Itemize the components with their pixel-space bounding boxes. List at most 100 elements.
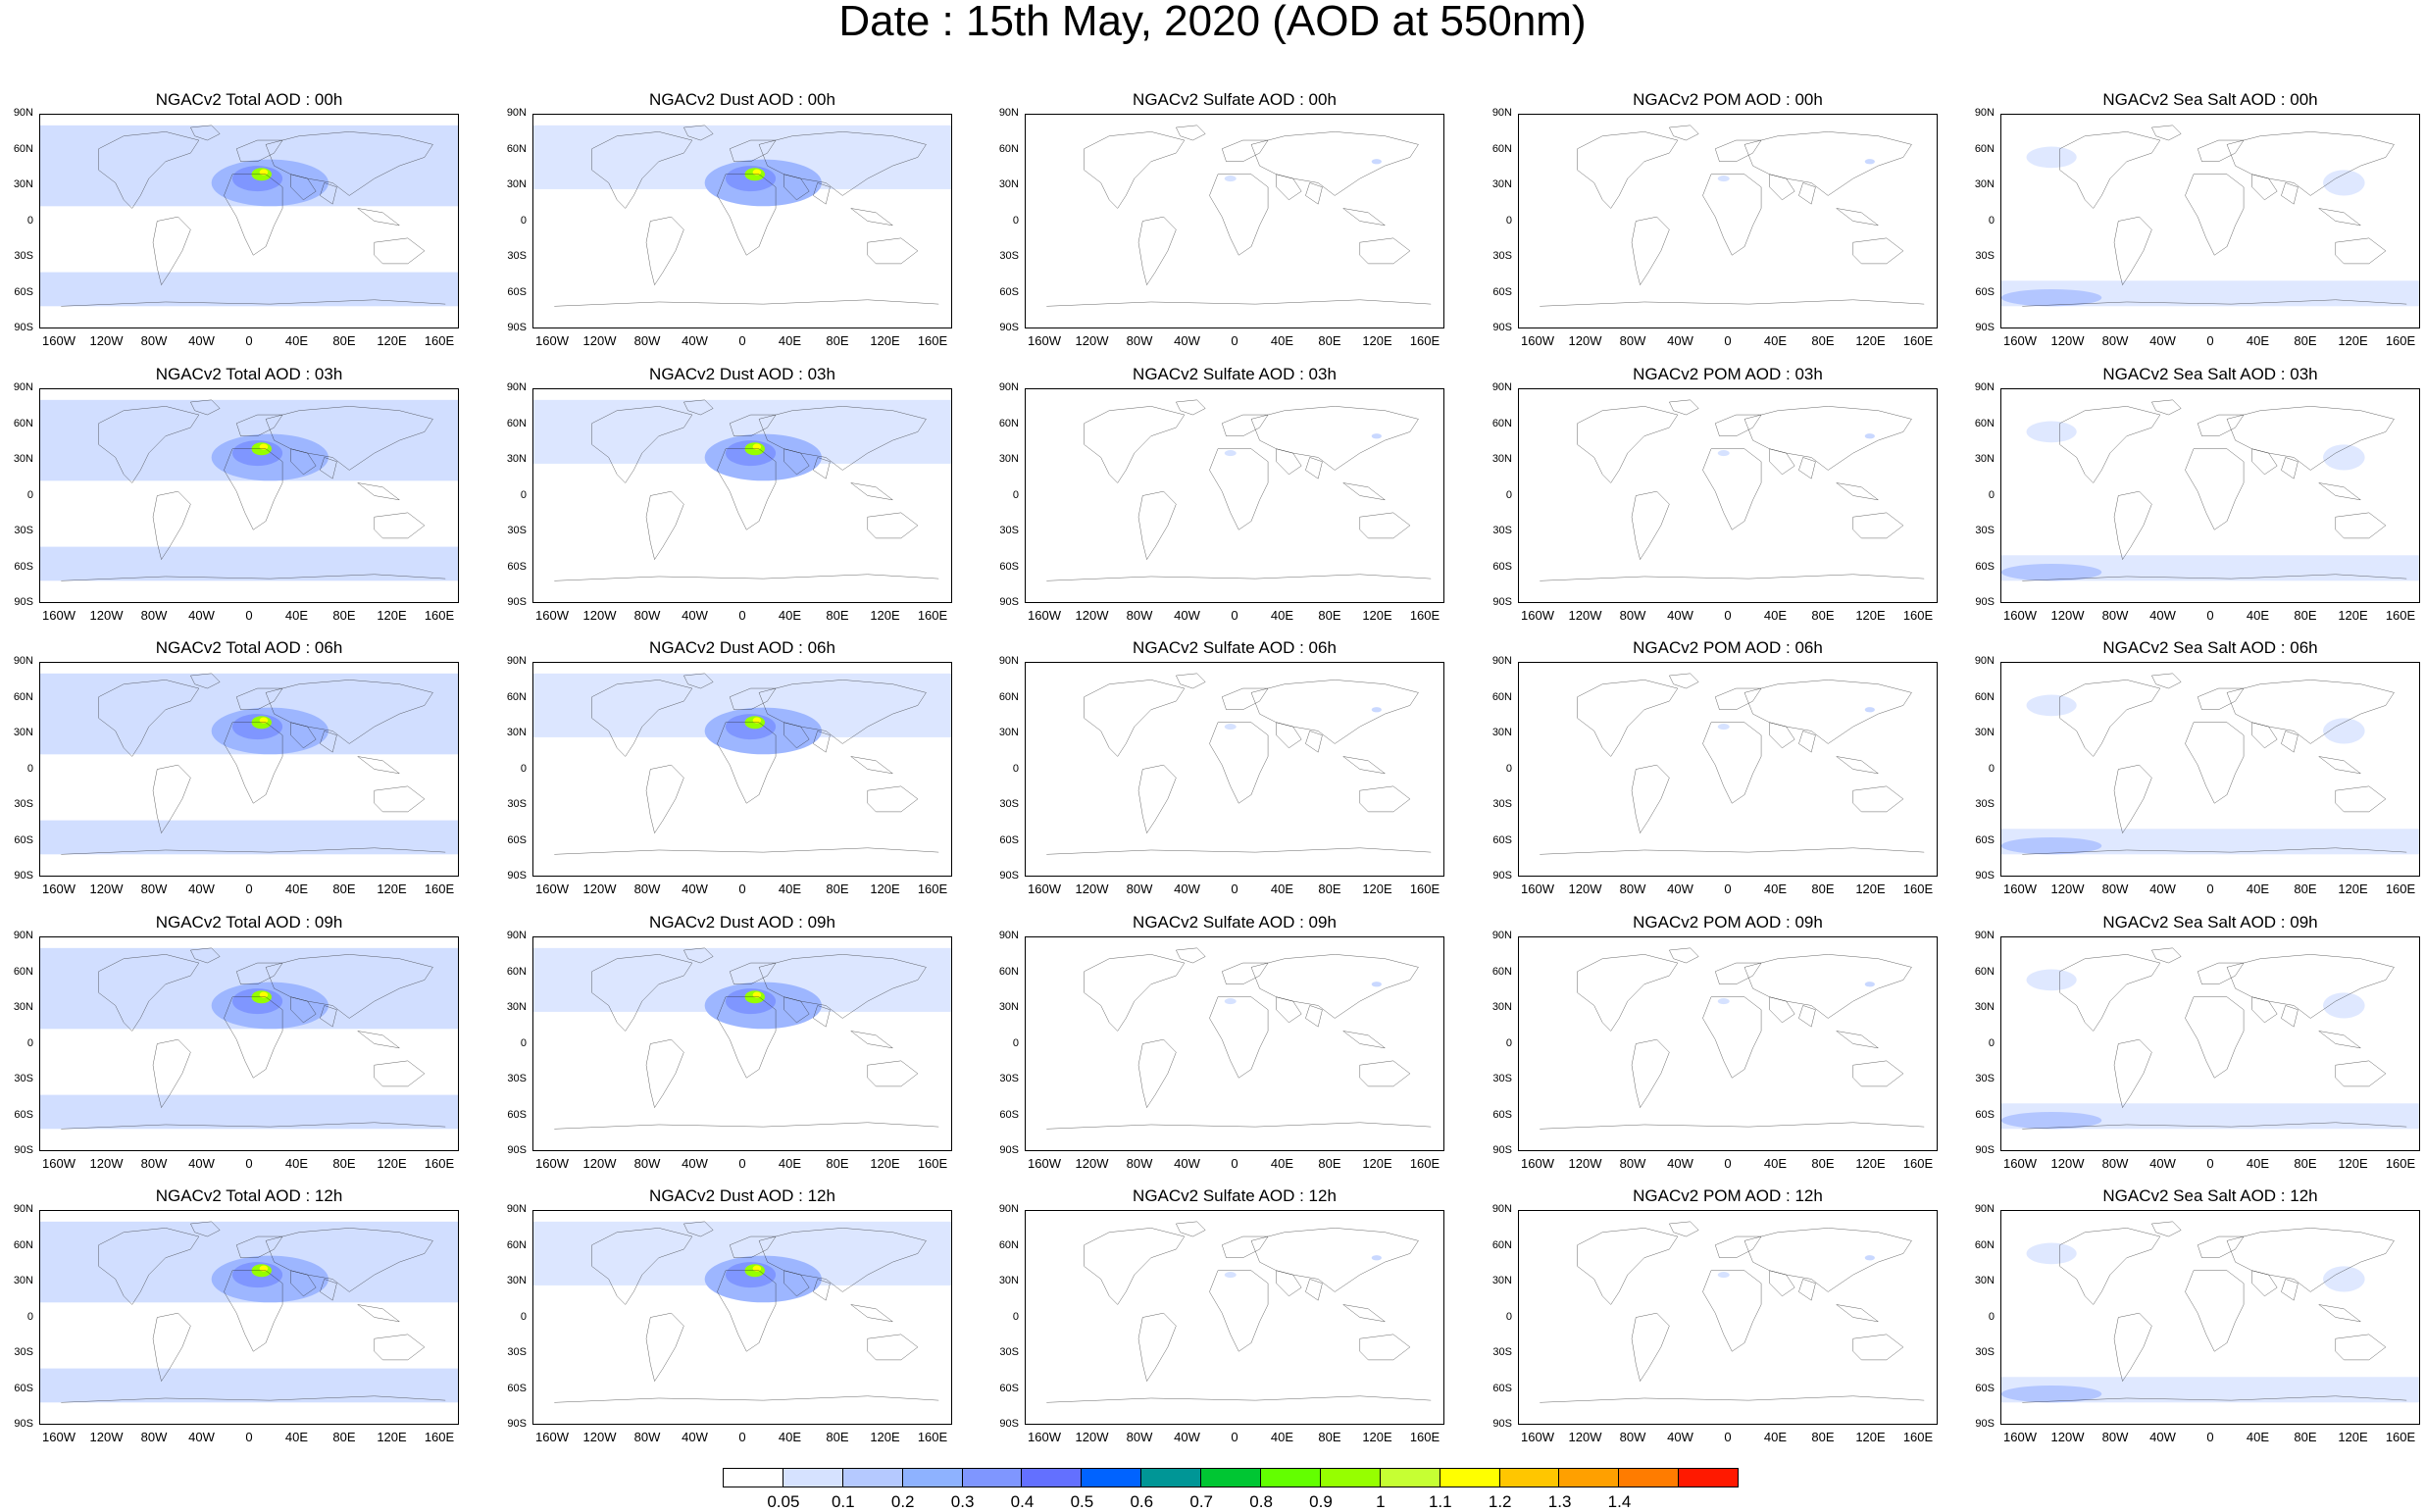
lat-tick-label: 30S [507, 525, 527, 536]
lon-tick-label: 40W [188, 608, 215, 623]
lat-tick-label: 60S [507, 560, 527, 573]
colorbar-tick-label: 1.4 [1607, 1492, 1632, 1511]
lat-tick-label: 60N [13, 417, 33, 429]
lon-tick-label: 160E [917, 882, 948, 896]
coastline-outline [1853, 238, 1903, 264]
coastline-outline [868, 786, 918, 812]
lon-tick-label: 120W [2050, 1156, 2085, 1171]
lon-tick-label: 160E [424, 1430, 455, 1444]
lon-tick-label: 40E [778, 882, 802, 896]
panel-title-sulfate-r2: NGACv2 Sulfate AOD : 06h [1133, 638, 1337, 657]
lon-tick-label: 0 [1231, 1430, 1238, 1444]
lat-tick-label: 30S [1975, 798, 1995, 810]
lat-tick-label: 60N [1974, 142, 1995, 155]
lat-tick-label: 90N [506, 107, 527, 119]
panel-title-dust-r3: NGACv2 Dust AOD : 09h [649, 913, 835, 932]
lat-tick-label: 90N [13, 930, 33, 941]
lon-tick-label: 160E [1902, 1156, 1934, 1171]
coastline-outline [868, 238, 918, 264]
lon-tick-label: 0 [1231, 882, 1238, 896]
lon-tick-label: 40W [1667, 882, 1693, 896]
lon-tick-label: 40W [1174, 608, 1200, 623]
lon-tick-label: 40W [2149, 333, 2176, 348]
lat-tick-label: 0 [1505, 762, 1512, 775]
coastline-outline [375, 1061, 425, 1086]
lon-tick-label: 120E [1362, 1156, 1392, 1171]
coastline-outline [2252, 449, 2278, 475]
lat-tick-label: 90S [999, 1144, 1019, 1156]
coastline-outline [1702, 1271, 1761, 1351]
lon-tick-label: 40E [2246, 608, 2270, 623]
lon-tick-label: 40W [188, 1156, 215, 1171]
lon-tick-label: 120E [1855, 333, 1886, 348]
coastline-outline [2060, 1228, 2160, 1304]
lon-tick-label: 0 [245, 333, 253, 348]
coastline-outline [1360, 1335, 1410, 1360]
lon-tick-label: 160E [1409, 333, 1440, 348]
coastline-outline [1277, 1271, 1302, 1296]
lon-tick-label: 160W [1521, 1430, 1554, 1444]
coastline-outline [646, 491, 683, 559]
colorbar-swatch [1021, 1468, 1083, 1487]
lat-tick-label: 0 [26, 214, 33, 227]
lat-tick-label: 30S [999, 250, 1019, 262]
lon-tick-label: 80E [1318, 333, 1341, 348]
lat-tick-label: 90N [1491, 107, 1512, 119]
lat-tick-label: 30S [1975, 525, 1995, 536]
lon-tick-label: 40E [1270, 1430, 1294, 1444]
coastline-outline [1540, 300, 1924, 307]
lon-tick-label: 80W [633, 882, 661, 896]
coastline-outline [1046, 300, 1431, 307]
lat-tick-label: 90N [506, 655, 527, 667]
lat-tick-label: 30N [1491, 178, 1512, 190]
lon-tick-label: 80W [1126, 1156, 1153, 1171]
lon-tick-label: 120W [89, 1430, 124, 1444]
lat-tick-label: 0 [1988, 488, 1995, 501]
lat-tick-label: 60S [1975, 285, 1995, 298]
coastline-outline [1343, 208, 1386, 225]
lon-tick-label: 160E [1902, 608, 1934, 623]
lon-tick-label: 80W [633, 608, 661, 623]
coastline-outline [2151, 126, 2181, 140]
colorbar-swatch [1618, 1468, 1680, 1487]
coastline-outline [1669, 126, 1698, 140]
coastline-outline [1540, 1396, 1924, 1403]
coastline-outline [61, 300, 445, 307]
lat-tick-label: 90S [507, 870, 527, 882]
lat-tick-label: 60N [1974, 417, 1995, 429]
coastline-outline [2319, 482, 2361, 499]
coastline-outline [2336, 1061, 2386, 1086]
lat-tick-label: 30N [998, 727, 1019, 738]
coastline-outline [813, 457, 830, 479]
coastline-outline [2114, 217, 2151, 284]
lat-tick-label: 30N [998, 178, 1019, 190]
colorbar-swatch [1140, 1468, 1202, 1487]
lon-tick-label: 80E [1811, 1430, 1835, 1444]
lon-tick-label: 120E [870, 333, 900, 348]
coastline-outline [2198, 415, 2244, 436]
lat-tick-label: 0 [1012, 762, 1019, 775]
coastline-outline [190, 126, 220, 140]
coastline-outline [2151, 948, 2181, 963]
lat-tick-label: 90N [13, 655, 33, 667]
coastline-outline [683, 126, 713, 140]
colorbar-tick-label: 0.4 [1010, 1492, 1035, 1511]
lon-tick-label: 80E [1318, 1430, 1341, 1444]
lon-tick-label: 80E [1318, 1156, 1341, 1171]
lat-tick-label: 60S [1492, 1108, 1512, 1121]
coastline-outline [1837, 208, 1879, 225]
lon-tick-label: 120W [2050, 333, 2085, 348]
coastline-outline [236, 963, 282, 984]
coastline-outline [1578, 1228, 1678, 1304]
coastline-outline [1085, 131, 1185, 208]
lat-tick-label: 90N [1491, 930, 1512, 941]
lon-tick-label: 0 [245, 1156, 253, 1171]
panel-title-total-r2: NGACv2 Total AOD : 06h [155, 638, 343, 657]
lon-tick-label: 120E [1855, 1156, 1886, 1171]
lon-tick-label: 40W [1174, 1430, 1200, 1444]
coastline-outline [1138, 765, 1176, 832]
lon-tick-label: 120W [1075, 882, 1109, 896]
lat-tick-label: 30S [1492, 1346, 1512, 1358]
lon-tick-label: 160W [2003, 1156, 2037, 1171]
coastline-outline [2336, 238, 2386, 264]
